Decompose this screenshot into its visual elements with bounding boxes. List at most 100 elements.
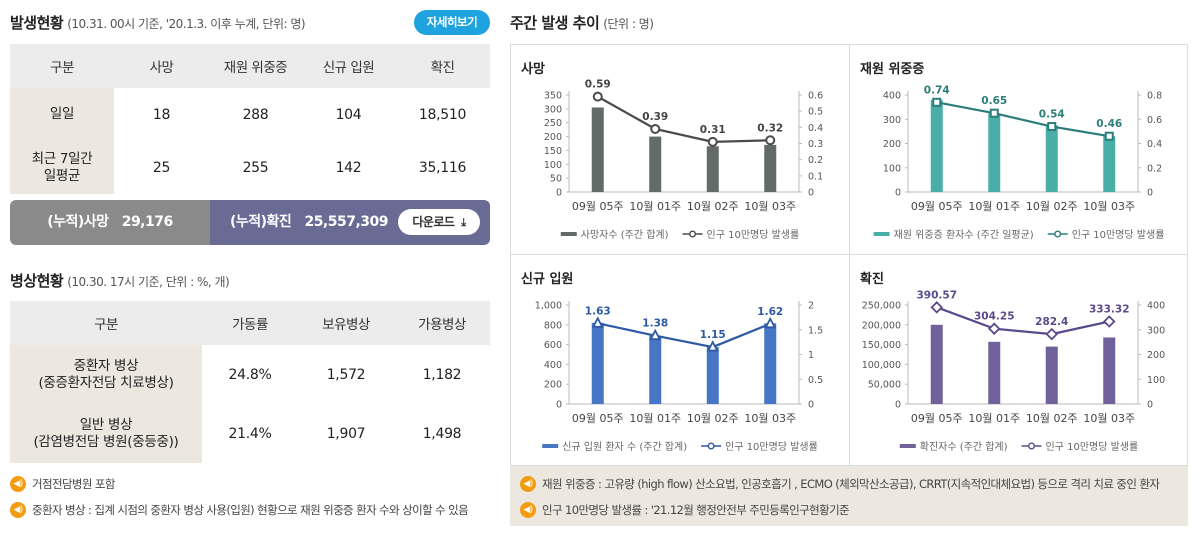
x-tick-label: 09월 05주 bbox=[572, 412, 624, 425]
cumulative-death: (누적)사망 29,176 bbox=[10, 200, 210, 245]
beds-subtitle: (10.30. 17시 기준, 단위 : %, 개) bbox=[67, 275, 230, 289]
chart-title: 재원 위중증 bbox=[860, 62, 924, 77]
bar bbox=[1103, 136, 1116, 192]
right-tick-label: 300 bbox=[1147, 325, 1165, 336]
details-button[interactable]: 자세히보기 bbox=[414, 10, 490, 35]
left-tick-label: 200 bbox=[544, 380, 562, 391]
cumulative-confirmed-label: (누적)확진 bbox=[230, 214, 292, 230]
legend-marker bbox=[689, 230, 697, 238]
point bbox=[989, 108, 999, 118]
row-label: 중환자 병상 (중증환자전담 치료병상) bbox=[10, 345, 202, 404]
x-tick-label: 10월 02주 bbox=[687, 412, 739, 425]
legend-bar-swatch bbox=[873, 232, 890, 236]
rate-line bbox=[936, 101, 1110, 138]
data-label: 1.62 bbox=[757, 306, 783, 318]
point bbox=[1047, 122, 1057, 132]
left-tick-label: 250 bbox=[544, 118, 562, 129]
x-tick-label: 10월 03주 bbox=[1083, 412, 1135, 425]
weekly-title: 주간 발생 추이 (단위 : 명) bbox=[510, 12, 654, 33]
right-tick-label: 0 bbox=[1147, 400, 1153, 411]
point bbox=[591, 316, 604, 328]
legend-marker bbox=[1054, 230, 1062, 238]
right-tick-label: 0.6 bbox=[808, 91, 823, 102]
point bbox=[649, 328, 662, 341]
table-header: 확진 bbox=[395, 44, 490, 88]
chart-title: 신규 입원 bbox=[521, 272, 573, 287]
left-tick-label: 150,000 bbox=[862, 340, 901, 351]
point bbox=[764, 316, 777, 329]
beds-table: 구분 가동률 보유병상 가용병상 중환자 병상 (중증환자전담 치료병상) 24.8% 1… bbox=[10, 301, 490, 463]
table-row: 일반 병상 (감염병전담 병원(중등중)) 21.4% 1,907 1,498 bbox=[10, 404, 490, 463]
panel-divider-horizontal bbox=[510, 254, 1188, 255]
table-row: 최근 7일간 일평균 25 255 142 35,116 bbox=[10, 141, 490, 194]
table-header: 구분 bbox=[10, 44, 114, 88]
point bbox=[765, 135, 776, 146]
chart-svg: 재원 위중증 0 100 200 300 400 0 0.2 0.4 0.6 0.8 0.74 0.65… bbox=[860, 62, 1165, 241]
left-tick-label: 300 bbox=[883, 115, 901, 126]
data-label: 390.57 bbox=[916, 289, 957, 301]
bar bbox=[1103, 337, 1116, 404]
chart-svg: 사망 0 50 100 150 200 250 300 350 0 0.1 0.2 0.3 0.4 0.5 0… bbox=[521, 61, 823, 241]
right-tick-label: 400 bbox=[1147, 301, 1165, 312]
left-tick-label: 800 bbox=[544, 320, 562, 331]
occurrence-subtitle: (10.31. 00시 기준, '20.1.3. 이후 누계, 단위: 명) bbox=[67, 17, 306, 31]
x-tick-label: 10월 03주 bbox=[1083, 200, 1135, 213]
data-label: 0.65 bbox=[981, 95, 1007, 107]
left-tick-label: 400 bbox=[544, 360, 562, 371]
weekly-note-2: ◀) 인구 10만명당 발생률 : '21.12월 행정안전부 주민등록인구현황기… bbox=[520, 502, 850, 518]
left-tick-label: 0 bbox=[895, 188, 901, 199]
bar bbox=[649, 335, 662, 404]
legend-marker bbox=[1028, 442, 1036, 450]
cumulative-death-value: 29,176 bbox=[121, 214, 174, 230]
legend-bar-label: 사망자수 (주간 합계) bbox=[581, 229, 669, 241]
legend-bar-swatch bbox=[542, 444, 559, 448]
left-tick-label: 100 bbox=[544, 160, 562, 171]
point bbox=[930, 301, 944, 314]
right-tick-label: 0 bbox=[808, 188, 814, 199]
bar bbox=[591, 322, 604, 404]
right-tick-label: 0.2 bbox=[808, 155, 823, 166]
chart-death: 사망 0 50 100 150 200 250 300 350 0 0.1 0.2 0.3 0.4 0.5 0… bbox=[511, 45, 849, 254]
bar bbox=[591, 107, 604, 192]
data-label: 0.39 bbox=[642, 111, 668, 123]
point bbox=[650, 123, 661, 134]
x-tick-label: 10월 01주 bbox=[629, 200, 681, 213]
download-button[interactable]: 다운로드 ⤓ bbox=[398, 209, 480, 235]
chart-admission: 신규 입원 0 200 400 600 800 1,000 0 0.5 1 1.5 2 1.63 1.38… bbox=[511, 255, 849, 466]
table-cell: 1,182 bbox=[394, 345, 490, 404]
cumulative-death-label: (누적)사망 bbox=[47, 214, 109, 230]
table-cell: 25 bbox=[114, 141, 209, 194]
weekly-notes bbox=[510, 466, 1188, 526]
legend-bar-swatch bbox=[899, 444, 916, 448]
cumulative-confirmed: (누적)확진 25,557,309 다운로드 ⤓ bbox=[210, 200, 490, 245]
chart-title: 확진 bbox=[860, 271, 884, 287]
point bbox=[1102, 315, 1116, 328]
right-tick-label: 0.1 bbox=[808, 171, 823, 182]
right-tick-label: 0.6 bbox=[1147, 115, 1162, 126]
download-label: 다운로드 bbox=[412, 215, 455, 229]
rate-line bbox=[936, 306, 1110, 336]
table-header: 보유병상 bbox=[298, 301, 394, 345]
table-cell: 1,498 bbox=[394, 404, 490, 463]
beds-note-1: ◀) 거점전담병원 포함 bbox=[10, 476, 116, 492]
table-header: 가동률 bbox=[202, 301, 298, 345]
x-tick-label: 10월 02주 bbox=[1026, 200, 1078, 213]
chart-svg: 신규 입원 0 200 400 600 800 1,000 0 0.5 1 1.5 2 1.63 1.38… bbox=[521, 272, 823, 453]
left-tick-label: 100,000 bbox=[862, 360, 901, 371]
left-tick-label: 150 bbox=[544, 146, 562, 157]
left-tick-label: 1,000 bbox=[535, 301, 562, 312]
panel-divider-vertical bbox=[849, 44, 850, 466]
data-label: 1.15 bbox=[700, 329, 726, 341]
legend-bar-label: 신규 입원 환자 수 (주간 합계) bbox=[562, 440, 687, 453]
legend-bar-label: 확진자수 (주간 합계) bbox=[920, 441, 1008, 453]
bar bbox=[930, 324, 943, 404]
legend-marker bbox=[707, 442, 715, 450]
weekly-note-2-text: 인구 10만명당 발생률 : '21.12월 행정안전부 주민등록인구현황기준 bbox=[542, 503, 850, 517]
legend-line-label: 인구 10만명당 발생률 bbox=[707, 229, 800, 241]
occurrence-table: 구분 사망 재원 위중증 신규 입원 확진 일일 18 288 104 18,510 최근 7일간… bbox=[10, 44, 490, 194]
x-tick-label: 10월 01주 bbox=[968, 200, 1020, 213]
right-tick-label: 100 bbox=[1147, 375, 1165, 386]
data-label: 333.32 bbox=[1089, 304, 1130, 316]
point bbox=[1045, 327, 1059, 341]
legend-line-label: 인구 10만명당 발생률 bbox=[1072, 229, 1165, 241]
